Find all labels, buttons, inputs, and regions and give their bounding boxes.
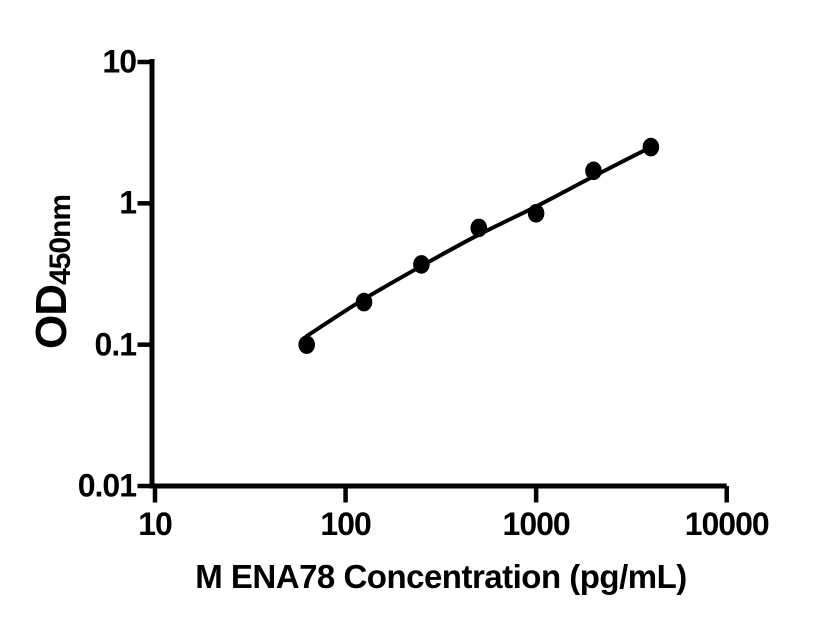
y-tick-label-0.01: 0.01 [77, 467, 137, 504]
y-axis-title: OD450nm [27, 195, 77, 349]
x-tick-label-10: 10 [138, 506, 173, 542]
data-point [298, 335, 316, 355]
data-point [355, 292, 373, 312]
data-point [642, 137, 660, 157]
data-point [413, 255, 430, 274]
x-tick-label-10000: 10000 [684, 506, 770, 542]
x-tick-label-100: 100 [320, 506, 371, 542]
y-axis-title-subscript: 450nm [44, 194, 77, 286]
x-axis-title: M ENA78 Concentration (pg/mL) [195, 558, 687, 595]
y-tick-label-10: 10 [102, 43, 137, 80]
y-tick-label-0.1: 0.1 [94, 326, 137, 363]
x-tick-label-1000: 1000 [502, 506, 571, 542]
data-point [527, 204, 545, 223]
data-point [585, 161, 602, 181]
y-axis-title-main: OD [27, 285, 76, 350]
y-tick-label-1: 1 [119, 184, 137, 221]
data-point [470, 218, 488, 238]
